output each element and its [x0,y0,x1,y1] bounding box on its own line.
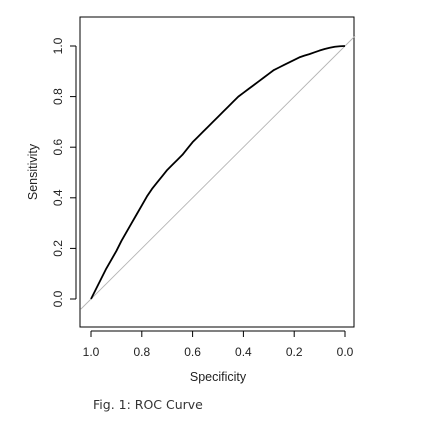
x-tick-label: 0.4 [235,345,252,359]
y-axis-title: Sensitivity [26,143,40,200]
y-tick-label: 0.0 [51,290,65,307]
x-axis: 1.0 0.8 0.6 0.4 0.2 0.0 [83,330,354,359]
x-axis-title: Specificity [190,370,247,384]
x-tick-label: 0.8 [133,345,150,359]
reference-diagonal [80,35,356,310]
plot-frame [79,16,355,328]
x-tick-label: 0.0 [337,345,354,359]
y-tick-label: 0.6 [51,139,65,156]
roc-curve-line [90,45,346,300]
y-tick-label: 0.4 [51,189,65,206]
y-tick-label: 1.0 [51,37,65,54]
x-tick-label: 0.6 [184,345,201,359]
y-axis: 0.0 0.2 0.4 0.6 0.8 1.0 [51,37,77,307]
x-tick-label: 1.0 [83,345,100,359]
y-tick-label: 0.8 [51,88,65,105]
x-tick-label: 0.2 [286,345,303,359]
figure-caption: Fig. 1: ROC Curve [93,397,203,412]
y-tick-label: 0.2 [51,240,65,257]
